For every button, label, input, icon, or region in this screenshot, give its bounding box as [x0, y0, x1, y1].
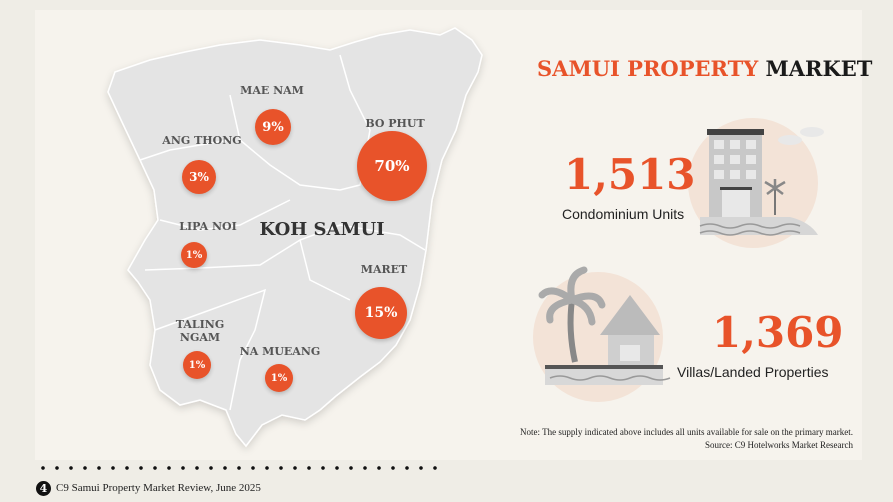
dotted-divider	[36, 465, 440, 471]
page-title: SAMUI PROPERTY MARKET	[537, 56, 873, 81]
district-share-bubble: 1%	[183, 351, 211, 379]
source-note: Source: C9 Hotelworks Market Research	[705, 440, 853, 450]
supply-note: Note: The supply indicated above include…	[520, 427, 853, 437]
district-label: LIPA NOI	[179, 220, 237, 233]
condo-label: Condominium Units	[562, 206, 685, 222]
page-number: 4	[36, 481, 51, 496]
district-label: MARET	[360, 263, 408, 276]
villa-count: 1,369	[712, 308, 844, 357]
district-share-bubble: 1%	[265, 364, 293, 392]
condo-count: 1,513	[564, 150, 696, 199]
district-share-bubble: 3%	[182, 160, 216, 194]
district-label: ANG THONG	[162, 134, 242, 147]
district-share-bubble: 9%	[255, 109, 291, 145]
district-share-bubble: 1%	[181, 242, 207, 268]
beach-villa-icon	[533, 266, 671, 402]
footer-text: C9 Samui Property Market Review, June 20…	[56, 482, 261, 494]
island-label: KOH SAMUI	[259, 219, 385, 240]
condo-building-icon	[688, 118, 824, 248]
district-share-bubble: 15%	[355, 287, 407, 339]
district-label: MAE NAM	[240, 84, 304, 97]
district-label: TALING NGAM	[175, 318, 225, 344]
villa-label: Villas/Landed Properties	[677, 364, 829, 380]
district-label: NA MUEANG	[239, 345, 321, 358]
district-borders	[139, 54, 426, 411]
district-share-bubble: 70%	[357, 131, 427, 201]
district-label: BO PHUT	[365, 117, 425, 130]
